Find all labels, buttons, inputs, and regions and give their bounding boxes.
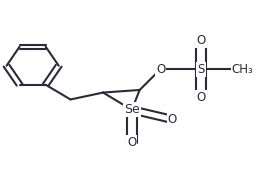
- Text: O: O: [127, 136, 137, 149]
- Text: S: S: [197, 63, 205, 76]
- Text: O: O: [196, 91, 206, 104]
- Text: CH₃: CH₃: [232, 63, 254, 76]
- Text: Se: Se: [124, 103, 140, 116]
- Text: O: O: [156, 63, 165, 76]
- Text: O: O: [168, 113, 177, 126]
- Text: O: O: [196, 34, 206, 47]
